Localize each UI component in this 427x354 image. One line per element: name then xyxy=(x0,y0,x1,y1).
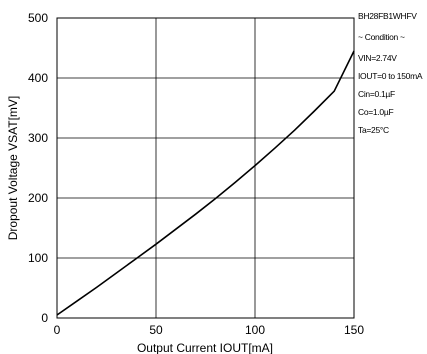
x-tick-label: 0 xyxy=(54,323,61,337)
y-tick-label: 0 xyxy=(41,311,48,325)
x-tick-labels: 0 50 100 150 xyxy=(54,323,365,337)
condition-ta: Ta=25°C xyxy=(358,125,389,135)
condition-iout: IOUT=0 to 150mA xyxy=(358,71,423,81)
y-tick-label: 500 xyxy=(28,11,48,25)
x-tick-label: 150 xyxy=(344,323,364,337)
condition-vin: VIN=2.74V xyxy=(358,53,397,63)
y-axis-label: Dropout Voltage VSAT[mV] xyxy=(6,96,20,241)
y-tick-label: 300 xyxy=(28,131,48,145)
x-tick-label: 100 xyxy=(245,323,265,337)
y-tick-label: 400 xyxy=(28,71,48,85)
x-tick-label: 50 xyxy=(149,323,163,337)
condition-cin: Cin=0.1µF xyxy=(358,89,395,99)
condition-co: Co=1.0µF xyxy=(358,107,394,117)
y-tick-labels: 0 100 200 300 400 500 xyxy=(28,11,48,325)
part-number: BH28FB1WHFV xyxy=(358,11,417,21)
x-axis-label: Output Current IOUT[mA] xyxy=(137,341,273,354)
series-line xyxy=(56,50,355,316)
y-tick-label: 200 xyxy=(28,191,48,205)
condition-heading: ~ Condition ~ xyxy=(358,32,405,42)
y-tick-label: 100 xyxy=(28,251,48,265)
grid xyxy=(57,18,354,318)
plot-frame xyxy=(56,17,355,319)
